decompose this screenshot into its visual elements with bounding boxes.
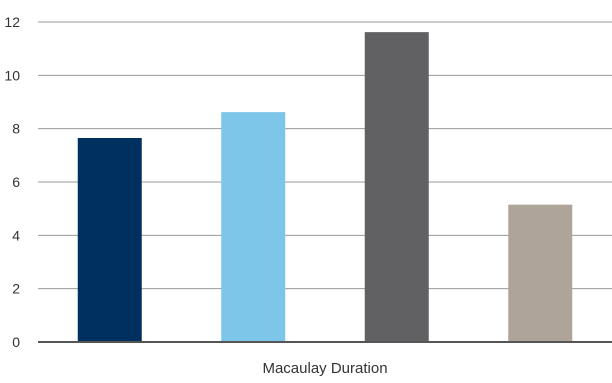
bars [77,32,573,343]
y-tick-label: 2 [12,281,20,297]
bar [77,138,142,342]
y-tick-label: 8 [12,121,20,137]
y-axis-ticks: 0 2 4 6 8 10 12 [4,14,20,350]
bar [508,204,573,342]
bar [221,112,286,342]
y-tick-label: 12 [4,14,20,30]
x-axis-label: Macaulay Duration [262,360,387,377]
y-tick-label: 0 [12,334,20,350]
y-tick-label: 4 [12,227,20,243]
y-tick-label: 10 [4,67,20,83]
bar [364,32,429,343]
y-tick-label: 6 [12,174,20,190]
